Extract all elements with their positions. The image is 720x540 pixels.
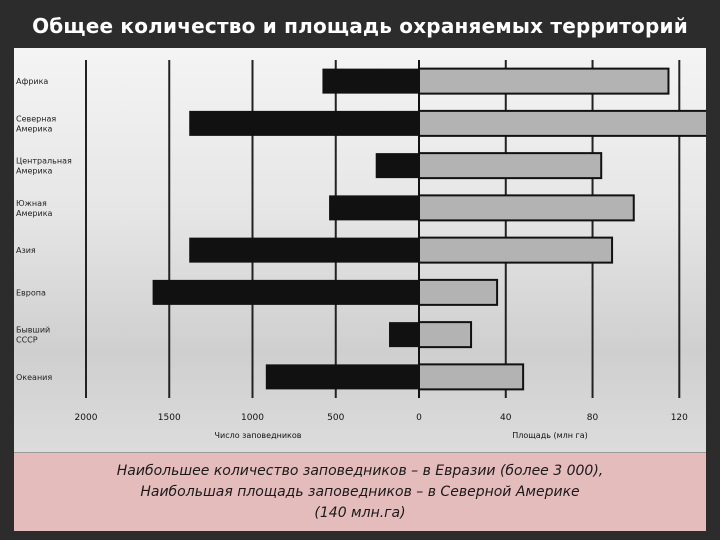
category-label-3-0: Южная xyxy=(16,199,47,208)
tick-label-right-1: 40 xyxy=(500,413,512,423)
bar-area-4 xyxy=(418,236,614,264)
caption-line-3: (140 млн.га) xyxy=(314,504,406,521)
axis-label-left: Число заповедников xyxy=(215,431,302,440)
category-label-6-0: Бывший xyxy=(16,326,50,335)
page-title: Общее количество и площадь охраняемых те… xyxy=(32,14,688,38)
caption-line-2: Наибольшая площадь заповедников – в Севе… xyxy=(140,483,580,500)
caption-line-1: Наибольшее количество заповедников – в Е… xyxy=(116,462,604,479)
category-label-1-0: Северная xyxy=(16,114,56,123)
category-label-2-0: Центральная xyxy=(16,157,72,166)
category-label-0-0: Африка xyxy=(16,77,48,86)
tick-label-left-0: 2000 xyxy=(75,413,98,423)
caption-box: Наибольшее количество заповедников – в Е… xyxy=(14,452,706,531)
tick-label-left-1: 1500 xyxy=(158,413,181,423)
bar-count-5 xyxy=(152,279,419,305)
category-label-2-1: Америка xyxy=(16,167,53,176)
tick-label-right-3: 120 xyxy=(671,413,688,423)
tick-label-right-0: 0 xyxy=(416,413,422,423)
tick-label-left-2: 1000 xyxy=(241,413,264,423)
tick-label-left-3: 500 xyxy=(327,413,344,423)
bar-count-2 xyxy=(375,153,419,179)
bar-count-1 xyxy=(189,110,419,136)
bar-area-6 xyxy=(418,321,473,349)
bar-area-7 xyxy=(418,363,525,391)
bar-area-0 xyxy=(418,67,670,95)
bar-area-2 xyxy=(418,152,603,180)
category-label-3-1: Америка xyxy=(16,209,53,218)
bar-area-1 xyxy=(418,109,706,137)
category-label-7-0: Океания xyxy=(16,373,52,382)
category-label-4-0: Азия xyxy=(16,246,36,255)
bar-count-4 xyxy=(189,237,419,263)
bar-count-6 xyxy=(389,322,419,348)
bar-chart: Африка Северная Америка Центральная Америка Ю… xyxy=(14,48,706,452)
chart-svg: АфрикаСевернаяАмерикаЦентральнаяАмерикаЮ… xyxy=(16,60,706,440)
tick-label-right-2: 80 xyxy=(587,413,599,423)
bar-area-5 xyxy=(418,278,499,306)
category-label-5-0: Европа xyxy=(16,288,46,297)
category-label-1-1: Америка xyxy=(16,124,53,133)
bar-area-3 xyxy=(418,194,635,222)
bar-count-0 xyxy=(322,68,419,94)
axis-label-right: Площадь (млн га) xyxy=(512,431,588,440)
category-label-6-1: СССР xyxy=(16,336,38,345)
bar-count-7 xyxy=(265,364,419,390)
bar-count-3 xyxy=(329,195,419,221)
